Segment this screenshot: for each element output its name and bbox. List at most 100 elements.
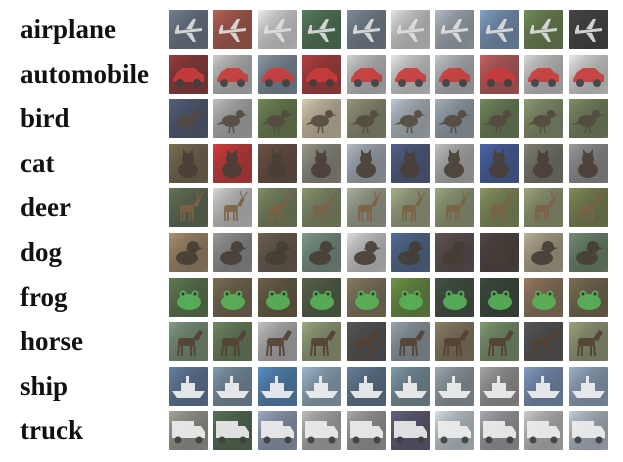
deer-image: [213, 188, 253, 228]
airplane-icon: [346, 10, 386, 49]
cat-image: [435, 143, 475, 183]
truck-icon: [169, 411, 208, 451]
horse-image: [169, 322, 208, 362]
class-label-dog: dog: [20, 237, 63, 267]
horse-icon: [346, 322, 386, 362]
deer-icon: [435, 188, 475, 228]
deer-image: [302, 188, 342, 228]
airplane-image: [435, 10, 475, 49]
bird-icon: [479, 99, 519, 139]
deer-image: [257, 188, 297, 228]
deer-image: [479, 188, 519, 228]
automobile-image: [257, 54, 297, 94]
horse-icon: [302, 322, 342, 362]
horse-image: [346, 322, 386, 362]
deer-icon: [479, 188, 519, 228]
airplane-icon: [169, 10, 208, 49]
horse-image: [257, 322, 297, 362]
horse-icon: [568, 322, 608, 362]
bird-icon: [524, 99, 564, 139]
ship-icon: [479, 366, 519, 406]
frog-image: [435, 277, 475, 317]
cat-image: [346, 143, 386, 183]
cat-icon: [568, 143, 608, 183]
truck-image: [479, 411, 519, 451]
cat-image: [479, 143, 519, 183]
automobile-image: [302, 54, 342, 94]
dog-icon: [524, 233, 564, 272]
deer-icon: [568, 188, 608, 228]
dog-image: [479, 233, 519, 272]
bird-image: [479, 99, 519, 139]
dog-icon: [213, 233, 253, 272]
ship-image: [435, 366, 475, 406]
bird-icon: [257, 99, 297, 139]
ship-icon: [302, 366, 342, 406]
horse-image: [479, 322, 519, 362]
dog-icon: [169, 233, 208, 272]
dog-image: [524, 233, 564, 272]
automobile-image: [524, 54, 564, 94]
deer-icon: [391, 188, 430, 228]
class-label-cat: cat: [20, 147, 55, 178]
horse-icon: [213, 322, 253, 362]
ship-icon: [169, 366, 208, 406]
deer-icon: [213, 188, 253, 228]
automobile-image: [213, 54, 253, 94]
dog-icon: [435, 233, 475, 272]
bird-icon: [213, 99, 253, 139]
cat-image: [169, 143, 208, 183]
airplane-icon: [479, 10, 519, 49]
class-label-ship: ship: [20, 370, 69, 401]
frog-icon: [391, 277, 430, 317]
deer-image: [524, 188, 564, 228]
cat-icon: [435, 143, 475, 183]
airplane-image: [257, 10, 297, 49]
ship-icon: [257, 366, 297, 406]
airplane-icon: [213, 10, 253, 49]
dog-image: [257, 233, 297, 272]
deer-image: [169, 188, 208, 228]
ship-icon: [391, 366, 430, 406]
frog-icon: [257, 277, 297, 317]
dog-icon: [479, 233, 519, 272]
dog-icon: [302, 233, 342, 272]
class-label-truck: truck: [20, 415, 83, 446]
frog-icon: [568, 277, 608, 317]
deer-icon: [257, 188, 297, 228]
dog-icon: [346, 233, 386, 272]
car-icon: [568, 54, 608, 94]
dog-image: [568, 233, 608, 272]
bird-icon: [169, 99, 208, 139]
deer-image: [346, 188, 386, 228]
truck-icon: [257, 411, 297, 451]
airplane-icon: [391, 10, 430, 49]
ship-icon: [524, 366, 564, 406]
frog-icon: [169, 277, 208, 317]
bird-image: [435, 99, 475, 139]
truck-image: [213, 411, 253, 451]
cat-image: [213, 143, 253, 183]
car-icon: [213, 54, 253, 94]
airplane-image: [391, 10, 430, 49]
dog-image: [302, 233, 342, 272]
truck-icon: [391, 411, 430, 451]
frog-image: [346, 277, 386, 317]
truck-icon: [568, 411, 608, 451]
truck-image: [302, 411, 342, 451]
ship-image: [391, 366, 430, 406]
truck-image: [568, 411, 608, 451]
car-icon: [257, 54, 297, 94]
cat-icon: [479, 143, 519, 183]
cat-image: [302, 143, 342, 183]
deer-icon: [169, 188, 208, 228]
car-icon: [391, 54, 430, 94]
frog-icon: [435, 277, 475, 317]
ship-icon: [346, 366, 386, 406]
automobile-image: [435, 54, 475, 94]
class-label-horse: horse: [20, 326, 83, 357]
bird-icon: [568, 99, 608, 139]
cat-icon: [346, 143, 386, 183]
frog-icon: [524, 277, 564, 317]
truck-image: [391, 411, 430, 451]
